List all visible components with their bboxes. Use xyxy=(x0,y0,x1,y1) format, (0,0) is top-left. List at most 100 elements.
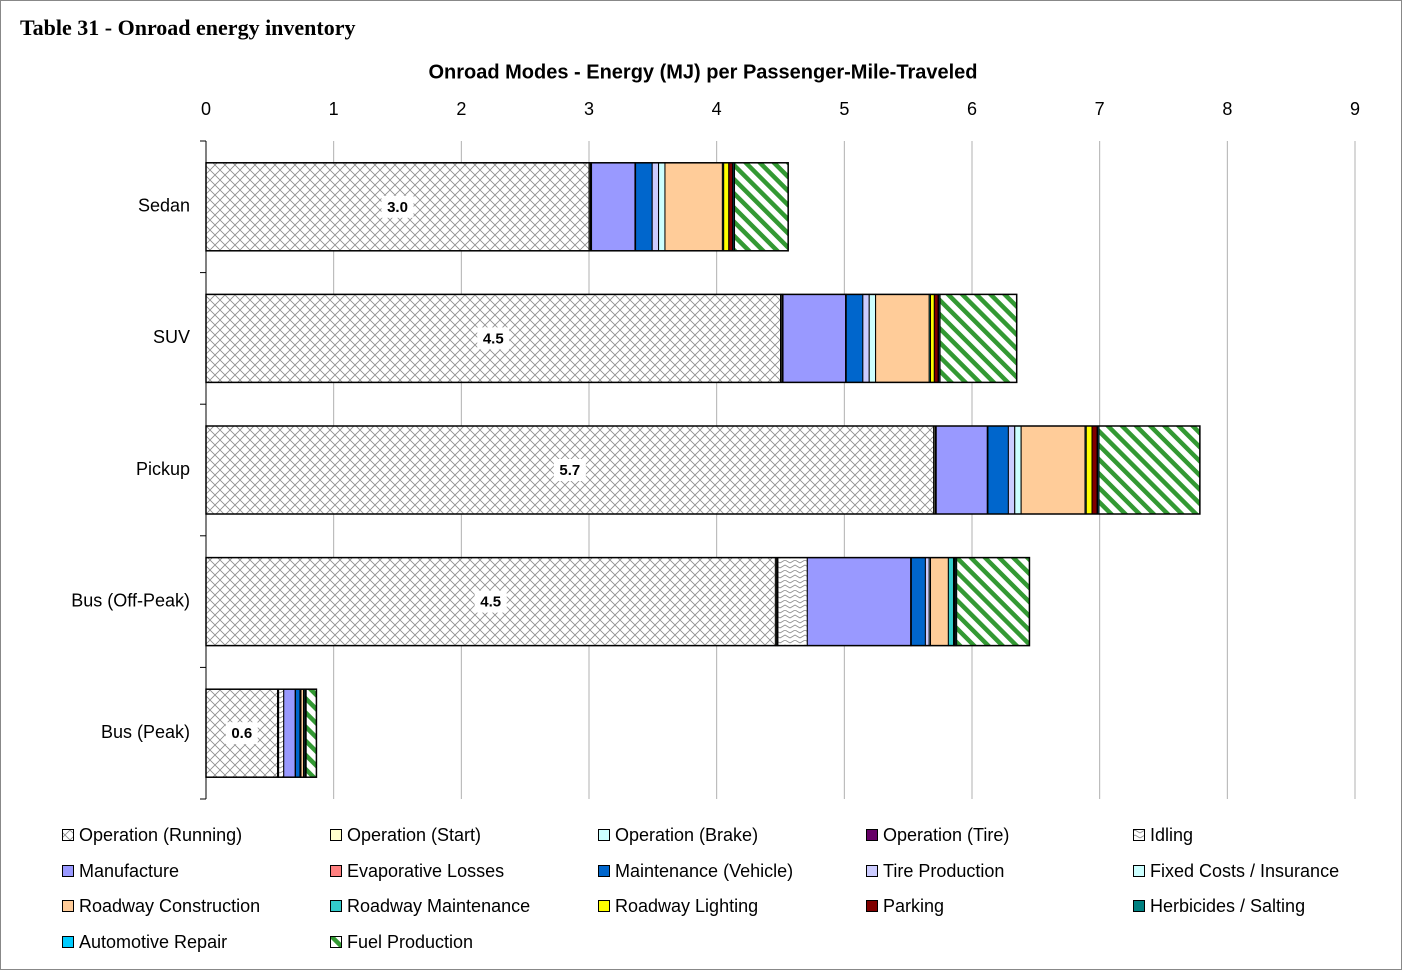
bar-segment xyxy=(956,557,1030,647)
bar-outline xyxy=(205,162,789,252)
bar-segment xyxy=(1014,425,1022,515)
legend-swatch xyxy=(866,900,878,912)
bar-segment xyxy=(664,162,723,252)
y-tick-label: Pickup xyxy=(136,459,190,479)
bar-segment xyxy=(658,162,666,252)
legend-swatch xyxy=(62,936,74,948)
value-label-bg xyxy=(225,722,258,745)
legend-swatch xyxy=(330,829,342,841)
legend-label: Operation (Brake) xyxy=(615,825,758,845)
value-label: 4.5 xyxy=(480,594,501,611)
legend-label: Maintenance (Vehicle) xyxy=(615,861,793,881)
bar-segment xyxy=(933,293,939,383)
bar-segment xyxy=(305,688,317,778)
bar-segment xyxy=(651,162,660,252)
bar-segment xyxy=(806,557,912,647)
bar-segment xyxy=(278,688,285,778)
bar-segment xyxy=(875,293,930,383)
legend-label: Roadway Lighting xyxy=(615,896,758,916)
legend-label: Roadway Maintenance xyxy=(347,896,530,916)
bar-outline xyxy=(205,293,1018,384)
x-tick-label: 5 xyxy=(839,99,849,119)
legend-swatch xyxy=(62,865,74,877)
bar-outline xyxy=(205,688,318,778)
bar-segment xyxy=(987,425,1009,515)
legend-swatch xyxy=(62,829,74,841)
value-label: 4.5 xyxy=(483,330,504,347)
legend-label: Parking xyxy=(883,896,944,916)
legend-label: Fixed Costs / Insurance xyxy=(1150,861,1339,881)
y-tick-label: Sedan xyxy=(138,196,190,216)
legend-swatch xyxy=(1133,865,1145,877)
x-tick-label: 3 xyxy=(584,99,594,119)
legend-swatch xyxy=(866,829,878,841)
bar-segment xyxy=(777,557,808,647)
y-tick-label: Bus (Peak) xyxy=(101,722,190,742)
table-title: Table 31 - Onroad energy inventory xyxy=(20,15,356,40)
bar-segment xyxy=(1098,425,1201,515)
bar-outline xyxy=(205,425,1201,515)
value-label: 0.6 xyxy=(231,725,252,742)
bar-segment xyxy=(1091,425,1098,515)
bar-segment xyxy=(1007,425,1016,515)
x-tick-label: 2 xyxy=(456,99,466,119)
x-tick-label: 4 xyxy=(712,99,722,119)
legend-swatch xyxy=(1133,900,1145,912)
legend-label: Manufacture xyxy=(79,861,179,881)
bar-segment xyxy=(930,293,935,383)
legend-swatch xyxy=(598,865,610,877)
bar-segment xyxy=(868,293,877,383)
legend-label: Fuel Production xyxy=(347,932,473,952)
bar-segment xyxy=(283,688,296,778)
legend-label: Roadway Construction xyxy=(79,896,260,916)
x-tick-label: 1 xyxy=(329,99,339,119)
legend-swatch xyxy=(330,900,342,912)
value-label-bg xyxy=(553,459,586,481)
legend-label: Operation (Running) xyxy=(79,825,242,845)
legend-label: Operation (Tire) xyxy=(883,825,1009,845)
bar-segment xyxy=(728,162,734,252)
bar-segment xyxy=(845,293,864,383)
value-label-bg xyxy=(477,327,510,350)
value-label: 3.0 xyxy=(387,199,408,216)
bar-segment xyxy=(294,688,301,778)
bar-segment xyxy=(910,557,926,647)
legend-swatch xyxy=(330,936,342,948)
value-label-bg xyxy=(381,195,414,218)
bar-segment xyxy=(734,162,789,252)
x-tick-label: 0 xyxy=(201,99,211,119)
value-label: 5.7 xyxy=(559,462,580,479)
legend-swatch xyxy=(330,865,342,877)
legend-label: Evaporative Losses xyxy=(347,861,504,881)
bar-segment xyxy=(930,557,949,647)
legend-label: Idling xyxy=(1150,825,1193,845)
value-label-bg xyxy=(474,590,507,613)
x-tick-label: 6 xyxy=(967,99,977,119)
bar-segment xyxy=(1085,425,1093,515)
bar-segment xyxy=(947,557,954,647)
legend-swatch xyxy=(598,900,610,912)
bar-segment xyxy=(939,293,1018,383)
chart-title: Onroad Modes - Energy (MJ) per Passenger… xyxy=(428,61,977,83)
x-tick-label: 9 xyxy=(1350,99,1360,119)
y-tick-label: Bus (Off-Peak) xyxy=(71,590,190,610)
bar-segment xyxy=(862,293,870,383)
x-tick-label: 7 xyxy=(1095,99,1105,119)
legend-swatch xyxy=(598,829,610,841)
bar-outline xyxy=(205,556,1031,647)
y-tick-label: SUV xyxy=(153,327,190,347)
bar-segment xyxy=(782,293,847,383)
bar-segment xyxy=(635,162,653,252)
bar-segment xyxy=(1020,425,1086,515)
legend-swatch xyxy=(62,900,74,912)
bar-segment xyxy=(935,425,988,515)
legend-label: Tire Production xyxy=(883,861,1004,881)
legend-swatch xyxy=(1133,829,1145,841)
legend-label: Automotive Repair xyxy=(79,932,227,952)
bar-segment xyxy=(723,162,730,252)
legend-swatch xyxy=(866,865,878,877)
legend-label: Herbicides / Salting xyxy=(1150,896,1305,916)
x-tick-label: 8 xyxy=(1222,99,1232,119)
bar-segment xyxy=(924,557,930,647)
